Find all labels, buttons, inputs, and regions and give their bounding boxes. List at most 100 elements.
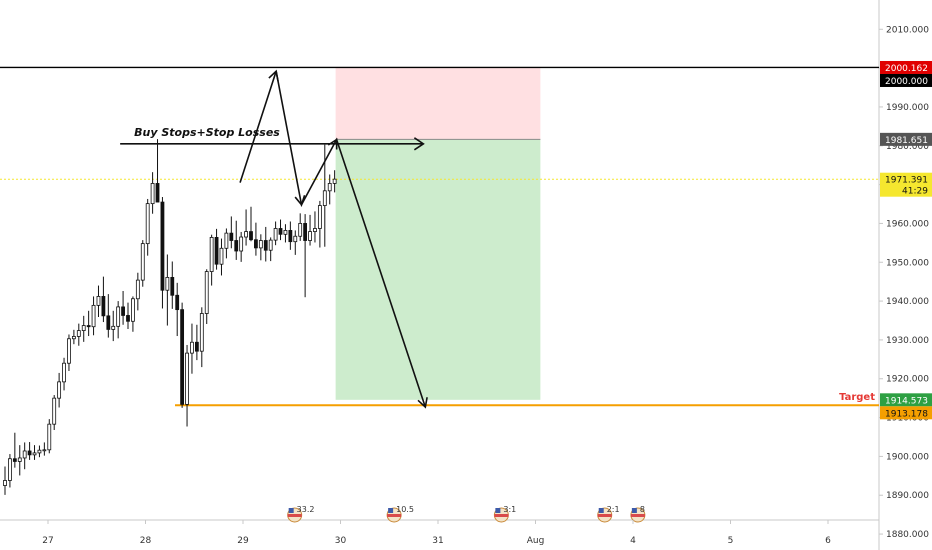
candle bbox=[209, 234, 214, 286]
candle bbox=[288, 221, 293, 250]
candle-body bbox=[268, 239, 273, 251]
candle-body bbox=[32, 452, 37, 456]
candle-body bbox=[224, 232, 229, 249]
stop-loss-zone bbox=[335, 67, 541, 140]
price-tag-box bbox=[880, 132, 932, 146]
price-tick-label: 1900.000 bbox=[886, 452, 929, 462]
flag-canton bbox=[288, 508, 294, 513]
candle bbox=[86, 310, 91, 337]
candle bbox=[175, 282, 180, 337]
candle bbox=[17, 445, 22, 476]
flag-canton bbox=[598, 508, 604, 513]
candle-body bbox=[254, 239, 258, 249]
price-tick-label: 1950.000 bbox=[886, 258, 929, 268]
candle-body bbox=[244, 231, 248, 238]
event-label: 2:1 bbox=[607, 505, 620, 514]
candle-body bbox=[8, 458, 12, 481]
candle bbox=[170, 261, 175, 309]
price-tag-label: 2000.000 bbox=[885, 77, 928, 87]
price-tag-label: 2000.162 bbox=[885, 64, 928, 74]
candle-body bbox=[332, 178, 337, 184]
candle-body bbox=[96, 296, 101, 306]
candle bbox=[273, 221, 278, 246]
candle-body bbox=[71, 336, 76, 340]
candle-body bbox=[165, 277, 170, 291]
price-tag: 2000.162 bbox=[880, 60, 932, 74]
candle-body bbox=[303, 223, 308, 241]
annotations: Buy Stops+Stop Losses Target bbox=[120, 69, 875, 409]
time-tick-label: 31 bbox=[432, 536, 443, 546]
candle-body bbox=[229, 232, 234, 241]
candle bbox=[303, 214, 308, 298]
time-tick-label: 30 bbox=[335, 536, 347, 546]
time-tick-label: 29 bbox=[237, 536, 249, 546]
projection-arrowhead bbox=[417, 397, 428, 409]
candle-body bbox=[239, 236, 244, 252]
candle bbox=[278, 219, 283, 241]
candle bbox=[32, 445, 37, 460]
candle-body bbox=[126, 315, 130, 322]
candle bbox=[145, 198, 150, 256]
candle bbox=[116, 301, 121, 339]
candle bbox=[254, 222, 258, 256]
candle bbox=[76, 323, 81, 346]
candle-body bbox=[249, 231, 253, 241]
candle-body bbox=[47, 423, 52, 451]
candle-body bbox=[52, 397, 57, 425]
candle-body bbox=[57, 381, 62, 399]
candle-body bbox=[258, 240, 263, 249]
event-marker: 33.2 bbox=[287, 505, 314, 523]
candle bbox=[106, 294, 111, 338]
candle-body bbox=[194, 341, 199, 352]
candle bbox=[140, 240, 145, 287]
price-tag: 1914.573 bbox=[880, 393, 932, 407]
candle-body bbox=[204, 271, 209, 314]
candle bbox=[308, 214, 312, 246]
candle-body bbox=[42, 449, 47, 452]
candle bbox=[239, 231, 244, 262]
candle-body bbox=[273, 228, 278, 241]
flag-canton bbox=[495, 508, 501, 513]
candle-body bbox=[190, 341, 194, 354]
candle bbox=[244, 209, 248, 246]
candle-body bbox=[180, 309, 185, 405]
candle-body bbox=[263, 240, 268, 251]
event-marker: 3:1 bbox=[493, 505, 516, 523]
take-profit-zone bbox=[335, 139, 541, 400]
candle bbox=[101, 276, 106, 323]
candle bbox=[27, 442, 32, 460]
candle-body bbox=[76, 330, 81, 337]
time-tick-label: 28 bbox=[140, 536, 152, 546]
candle-body bbox=[234, 240, 239, 252]
candle-body bbox=[209, 237, 214, 272]
candle bbox=[160, 197, 165, 309]
candle bbox=[96, 285, 101, 318]
candle-body bbox=[170, 277, 175, 296]
candle bbox=[126, 302, 130, 330]
candle-body bbox=[116, 306, 121, 327]
buy-stops-annotation-label: Buy Stops+Stop Losses bbox=[134, 126, 280, 139]
price-tick-label: 2010.000 bbox=[886, 25, 929, 35]
candle bbox=[194, 324, 199, 361]
candle-body bbox=[278, 228, 283, 235]
candle-body bbox=[62, 362, 66, 383]
time-tick-label: Aug bbox=[527, 536, 545, 546]
projection-arrowhead bbox=[268, 69, 279, 82]
candle bbox=[313, 211, 317, 243]
flag-stripe bbox=[494, 514, 509, 517]
candle bbox=[229, 216, 234, 249]
candle-body bbox=[160, 201, 165, 291]
candle bbox=[150, 172, 155, 214]
candle-body bbox=[317, 205, 322, 229]
event-marker: 10.5 bbox=[386, 505, 414, 523]
candle-body bbox=[219, 247, 224, 265]
candles bbox=[3, 139, 337, 495]
price-tick-label: 1920.000 bbox=[886, 375, 929, 385]
candle-body bbox=[185, 352, 189, 405]
candle bbox=[219, 238, 224, 276]
candle-body bbox=[86, 325, 91, 328]
candle-body bbox=[91, 304, 96, 328]
candle bbox=[62, 357, 66, 391]
